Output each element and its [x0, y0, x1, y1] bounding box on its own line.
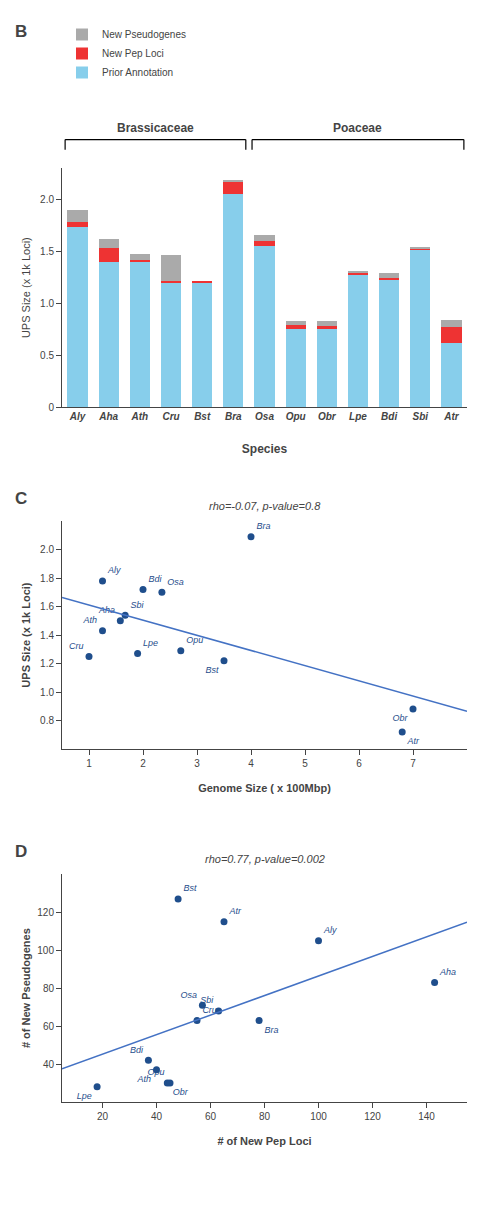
- svg-text:1.8: 1.8: [40, 573, 54, 584]
- svg-text:Osa: Osa: [255, 411, 274, 422]
- svg-text:Prior Annotation: Prior Annotation: [102, 67, 173, 78]
- svg-text:40: 40: [43, 1059, 55, 1070]
- svg-text:Lpe: Lpe: [77, 1091, 92, 1101]
- svg-text:60: 60: [205, 1111, 217, 1122]
- svg-text:Bra: Bra: [256, 521, 270, 531]
- svg-text:Aly: Aly: [323, 925, 337, 935]
- svg-text:Sbi: Sbi: [200, 995, 214, 1005]
- svg-text:2.0: 2.0: [40, 544, 54, 555]
- svg-text:rho=-0.07, p-value=0.8: rho=-0.07, p-value=0.8: [209, 500, 321, 512]
- svg-text:Bra: Bra: [264, 1025, 278, 1035]
- svg-text:0.8: 0.8: [40, 715, 54, 726]
- svg-text:# of New Pep Loci: # of New Pep Loci: [217, 1135, 311, 1147]
- svg-text:Opu: Opu: [148, 1067, 165, 1077]
- svg-text:B: B: [15, 22, 27, 41]
- svg-text:Cru: Cru: [202, 1005, 217, 1015]
- svg-text:Bdi: Bdi: [381, 411, 397, 422]
- svg-text:Bst: Bst: [194, 411, 211, 422]
- svg-text:1: 1: [86, 758, 92, 769]
- svg-text:1.0: 1.0: [40, 687, 54, 698]
- svg-text:Brassicaceae: Brassicaceae: [117, 121, 194, 135]
- svg-text:Atr: Atr: [407, 736, 421, 746]
- svg-text:1.6: 1.6: [40, 601, 54, 612]
- svg-text:D: D: [15, 842, 27, 861]
- svg-text:Sbi: Sbi: [412, 411, 428, 422]
- svg-text:100: 100: [310, 1111, 327, 1122]
- svg-text:Opu: Opu: [186, 635, 203, 645]
- svg-text:C: C: [15, 489, 27, 508]
- svg-text:7: 7: [410, 758, 416, 769]
- svg-text:Aha: Aha: [98, 605, 115, 615]
- svg-text:Opu: Opu: [286, 411, 306, 422]
- svg-text:Lpe: Lpe: [349, 411, 367, 422]
- svg-text:3: 3: [194, 758, 200, 769]
- svg-text:60: 60: [43, 1021, 55, 1032]
- svg-text:Ath: Ath: [83, 615, 98, 625]
- svg-text:Bra: Bra: [225, 411, 242, 422]
- svg-text:Cru: Cru: [69, 641, 84, 651]
- svg-text:120: 120: [364, 1111, 381, 1122]
- svg-text:UPS Size (x 1k Loci): UPS Size (x 1k Loci): [20, 237, 32, 338]
- svg-text:0.5: 0.5: [40, 350, 54, 361]
- svg-text:1.5: 1.5: [40, 246, 54, 257]
- svg-text:Osa: Osa: [167, 577, 184, 587]
- svg-text:20: 20: [97, 1111, 109, 1122]
- svg-text:Ath: Ath: [137, 1074, 152, 1084]
- svg-text:Poaceae: Poaceae: [333, 121, 382, 135]
- svg-text:Aly: Aly: [107, 565, 121, 575]
- svg-text:Osa: Osa: [181, 990, 198, 1000]
- svg-text:140: 140: [418, 1111, 435, 1122]
- svg-text:Cru: Cru: [162, 411, 179, 422]
- svg-text:Genome Size ( x 100Mbp): Genome Size ( x 100Mbp): [198, 782, 331, 794]
- svg-text:Sbi: Sbi: [131, 600, 145, 610]
- svg-text:120: 120: [37, 907, 54, 918]
- svg-text:1.0: 1.0: [40, 298, 54, 309]
- svg-text:5: 5: [302, 758, 308, 769]
- svg-text:Atr: Atr: [443, 411, 460, 422]
- svg-text:80: 80: [259, 1111, 271, 1122]
- svg-text:Aha: Aha: [439, 967, 456, 977]
- svg-text:Obr: Obr: [173, 1087, 189, 1097]
- svg-text:Ath: Ath: [131, 411, 149, 422]
- svg-text:Species: Species: [242, 442, 288, 456]
- svg-text:0: 0: [48, 402, 54, 413]
- svg-text:4: 4: [248, 758, 254, 769]
- svg-text:Obr: Obr: [318, 411, 337, 422]
- svg-text:100: 100: [37, 945, 54, 956]
- svg-text:Obr: Obr: [393, 713, 409, 723]
- svg-text:Bdi: Bdi: [130, 1045, 144, 1055]
- svg-text:6: 6: [356, 758, 362, 769]
- svg-text:Bdi: Bdi: [148, 574, 162, 584]
- svg-text:New Pseudogenes: New Pseudogenes: [102, 29, 186, 40]
- svg-text:Bst: Bst: [183, 883, 197, 893]
- svg-text:80: 80: [43, 983, 55, 994]
- svg-text:New Pep Loci: New Pep Loci: [102, 48, 164, 59]
- svg-text:Lpe: Lpe: [143, 638, 158, 648]
- svg-text:2.0: 2.0: [40, 194, 54, 205]
- svg-text:Aly: Aly: [69, 411, 86, 422]
- svg-text:Bst: Bst: [206, 665, 220, 675]
- svg-text:UPS Size (x 1k Loci): UPS Size (x 1k Loci): [20, 582, 32, 687]
- svg-text:1.2: 1.2: [40, 658, 54, 669]
- svg-text:# of New Pseudogenes: # of New Pseudogenes: [20, 928, 32, 1048]
- svg-text:1.4: 1.4: [40, 630, 54, 641]
- svg-text:40: 40: [151, 1111, 163, 1122]
- svg-text:Aha: Aha: [98, 411, 118, 422]
- svg-text:2: 2: [140, 758, 146, 769]
- svg-text:Atr: Atr: [228, 906, 242, 916]
- svg-text:rho=0.77, p-value=0.002: rho=0.77, p-value=0.002: [205, 853, 325, 865]
